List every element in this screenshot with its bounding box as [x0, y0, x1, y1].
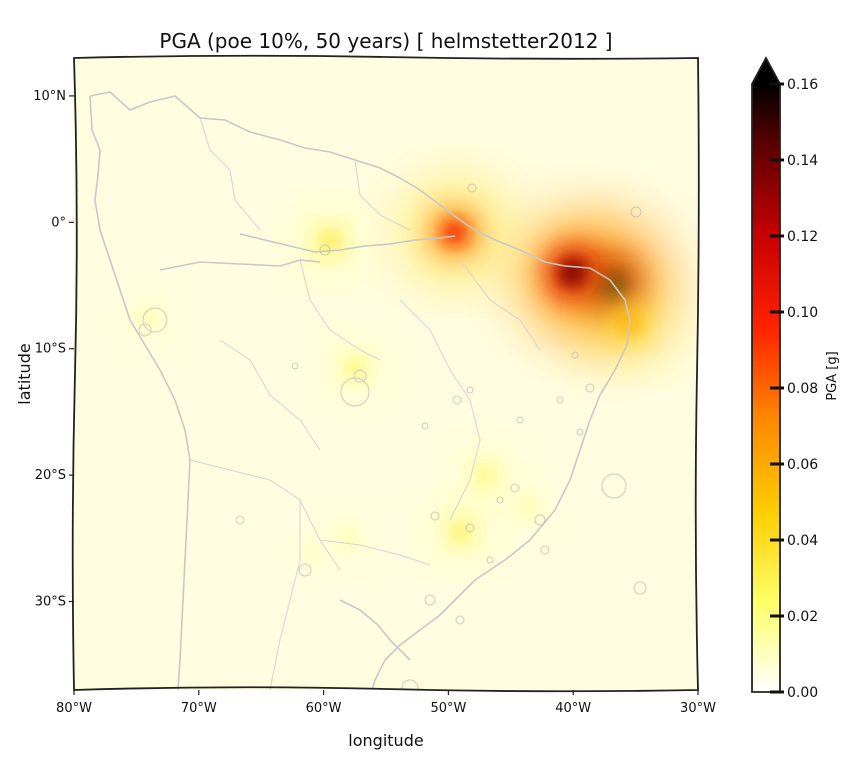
colorbar-tick-label: 0.10	[787, 305, 818, 321]
map-background	[74, 58, 698, 690]
pga-hotspot-10	[325, 515, 372, 562]
colorbar-tick-label: 0.14	[787, 153, 818, 169]
y-tick-label: 10°N	[33, 89, 66, 104]
chart-title: PGA (poe 10%, 50 years) [ helmstetter201…	[159, 29, 612, 53]
y-tick-label: 20°S	[35, 468, 66, 483]
x-tick-label: 70°W	[181, 701, 217, 716]
coastline	[89, 91, 631, 690]
pga-hotspot-6	[125, 294, 172, 341]
pga-hotspot-4	[301, 213, 358, 270]
colorbar-tick-label: 0.00	[787, 685, 818, 701]
colorbar-ticks: 0.00 0.02 0.04 0.06 0.08 0.10 0.12 0.14 0.16	[770, 77, 818, 701]
y-axis-label: latitude	[15, 343, 34, 404]
colorbar-tick-label: 0.06	[787, 457, 818, 473]
x-tick-label: 60°W	[306, 701, 342, 716]
pga-hotspot-9	[506, 483, 553, 530]
x-axis-label: longitude	[348, 731, 423, 750]
pga-hotspot-8	[434, 505, 488, 559]
colorbar-extend-max	[752, 58, 780, 84]
pga-hotspot-3	[411, 189, 498, 276]
y-tick-label: 0°	[51, 215, 66, 230]
y-axis-ticks: 10°N 0° 10°S 20°S 30°S	[33, 89, 74, 610]
colorbar-tick-label: 0.08	[787, 381, 818, 397]
colorbar-tick-label: 0.16	[787, 77, 818, 93]
colorbar-tick-label: 0.02	[787, 609, 818, 625]
pga-hotspot-1	[520, 219, 627, 326]
pga-hotspot-5	[329, 342, 381, 394]
y-tick-label: 30°S	[35, 595, 66, 610]
x-axis-ticks: 80°W 70°W 60°W 50°W 40°W 30°W	[56, 690, 716, 716]
x-tick-label: 30°W	[680, 701, 716, 716]
x-tick-label: 40°W	[555, 701, 591, 716]
pga-hotspot-7	[460, 449, 512, 501]
pga-hotspot-11	[289, 529, 333, 573]
country-borders	[189, 117, 541, 690]
x-tick-label: 50°W	[430, 701, 466, 716]
seismicity-markers	[138, 183, 647, 690]
colorbar-label: PGA [g]	[825, 351, 840, 400]
y-tick-label: 10°S	[35, 342, 66, 357]
x-tick-label: 80°W	[56, 701, 92, 716]
colorbar-tick-label: 0.12	[787, 229, 818, 245]
colorbar: 0.00 0.02 0.04 0.06 0.08 0.10 0.12 0.14 0.16 PGA…	[751, 56, 840, 701]
colorbar-tick-label: 0.04	[787, 533, 818, 549]
map-panel[interactable]	[74, 58, 698, 696]
